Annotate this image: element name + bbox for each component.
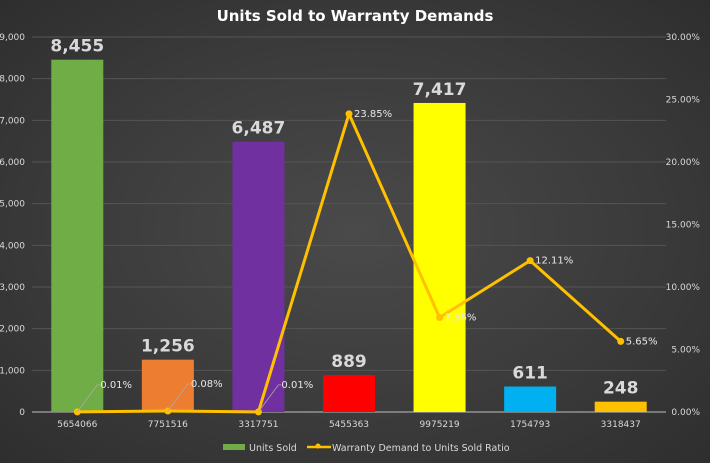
leader-line xyxy=(76,384,101,413)
left-tick-label: 3,000 xyxy=(0,283,25,293)
left-tick-label: 4,000 xyxy=(0,241,25,251)
right-tick-label: 30.00% xyxy=(666,33,701,43)
bar-data-label: 6,487 xyxy=(232,119,286,139)
bar xyxy=(413,102,466,412)
category-label: 7751516 xyxy=(148,420,188,430)
right-tick-label: 0.00% xyxy=(671,408,700,418)
legend-units-sold: Units Sold xyxy=(249,443,297,454)
legend: Units Sold Warranty Demand to Units Sold… xyxy=(223,443,510,454)
category-label: 3318437 xyxy=(601,420,641,430)
left-tick-label: 2,000 xyxy=(0,325,25,335)
ratio-marker xyxy=(526,257,534,265)
left-tick-label: 1,000 xyxy=(0,366,25,376)
category-label: 5654066 xyxy=(57,420,97,430)
right-tick-label: 10.00% xyxy=(666,283,701,293)
category-label: 3317751 xyxy=(238,420,278,430)
bar xyxy=(51,59,104,412)
ratio-data-label: 5.65% xyxy=(626,336,658,347)
leader-line xyxy=(167,383,191,412)
bar xyxy=(232,141,285,413)
bar xyxy=(141,359,194,412)
category-label: 9975219 xyxy=(420,420,460,430)
bar-data-label: 611 xyxy=(512,364,548,384)
bar xyxy=(594,401,647,412)
legend-bar-swatch xyxy=(223,444,245,450)
bar-data-label: 1,256 xyxy=(141,337,195,357)
right-tick-label: 5.00% xyxy=(671,346,700,356)
right-tick-label: 25.00% xyxy=(666,96,701,106)
ratio-data-label: 0.01% xyxy=(281,380,313,391)
bar-data-label: 7,417 xyxy=(413,80,467,100)
ratio-data-label: 12.11% xyxy=(535,256,573,267)
ratio-marker xyxy=(436,314,444,321)
ratio-marker xyxy=(617,337,625,345)
bar-data-label: 8,455 xyxy=(50,37,104,57)
left-tick-label: 5,000 xyxy=(0,200,25,210)
leader-line xyxy=(258,384,282,413)
legend-ratio: Warranty Demand to Units Sold Ratio xyxy=(332,443,510,454)
left-tick-label: 6,000 xyxy=(0,158,25,168)
left-tick-label: 9,000 xyxy=(0,33,25,43)
right-tick-label: 15.00% xyxy=(666,221,701,231)
chart-title: Units Sold to Warranty Demands xyxy=(217,7,494,25)
left-tick-label: 0 xyxy=(19,408,25,418)
bar-data-label: 248 xyxy=(603,379,639,399)
right-tick-label: 20.00% xyxy=(666,158,701,168)
ratio-data-label: 0.08% xyxy=(191,379,223,390)
ratio-data-label: 0.01% xyxy=(100,380,132,391)
bar xyxy=(504,386,557,412)
bar-data-label: 889 xyxy=(331,352,367,372)
legend-line-marker xyxy=(315,443,321,449)
ratio-data-label: 7.56% xyxy=(445,313,477,324)
bar xyxy=(323,374,375,412)
ratio-data-label: 23.85% xyxy=(354,109,392,120)
left-tick-label: 7,000 xyxy=(0,116,25,126)
left-tick-label: 8,000 xyxy=(0,75,25,85)
ratio-marker xyxy=(345,110,353,118)
category-label: 5455363 xyxy=(329,420,369,430)
category-label: 1754793 xyxy=(510,420,550,430)
